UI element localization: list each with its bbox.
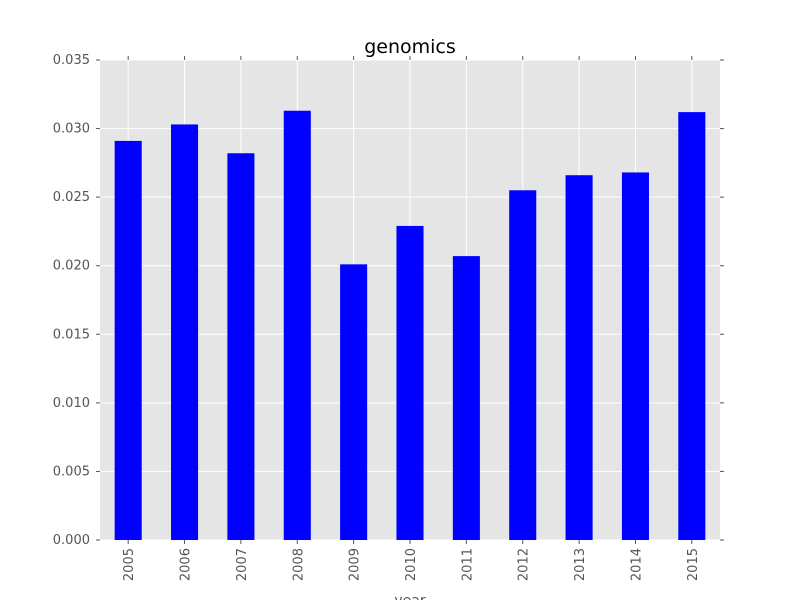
bar-2009 bbox=[340, 264, 368, 540]
y-tick-label: 0.005 bbox=[53, 464, 90, 479]
bar-2011 bbox=[452, 256, 480, 540]
x-tick-label: 2010 bbox=[404, 548, 419, 581]
y-tick-label: 0.000 bbox=[53, 533, 90, 548]
bar-2013 bbox=[565, 175, 593, 540]
x-tick-label: 2014 bbox=[629, 548, 644, 581]
x-tick-label: 2009 bbox=[348, 548, 363, 581]
x-tick-label: 2011 bbox=[460, 548, 475, 581]
y-tick-label: 0.035 bbox=[53, 53, 90, 68]
x-tick-label: 2015 bbox=[686, 548, 701, 581]
x-tick-label: 2007 bbox=[235, 548, 250, 581]
bar-2012 bbox=[509, 190, 537, 541]
bar-2014 bbox=[621, 172, 649, 540]
bar-2010 bbox=[396, 225, 424, 540]
bar-2005 bbox=[114, 140, 142, 540]
x-tick-label: 2012 bbox=[517, 548, 532, 581]
y-tick-label: 0.025 bbox=[53, 190, 90, 205]
x-tick-label: 2005 bbox=[122, 548, 137, 581]
x-tick-label: 2013 bbox=[573, 548, 588, 581]
bars bbox=[114, 110, 706, 541]
bar-2015 bbox=[678, 112, 706, 540]
x-axis-label: year bbox=[394, 593, 425, 600]
y-tick-label: 0.015 bbox=[53, 327, 90, 342]
axis-tick-labels: 0.000 0.005 0.010 0.015 0.020 0.025 0.030 0.035… bbox=[53, 53, 701, 581]
y-tick-label: 0.030 bbox=[53, 122, 90, 137]
x-tick-label: 2008 bbox=[291, 548, 306, 581]
x-tick-label: 2006 bbox=[179, 548, 194, 581]
y-tick-label: 0.010 bbox=[53, 396, 90, 411]
bar-2006 bbox=[171, 124, 199, 540]
chart-title: genomics bbox=[364, 36, 456, 58]
bar-2007 bbox=[227, 153, 255, 540]
axis-ticks bbox=[96, 56, 724, 544]
bar-2008 bbox=[283, 110, 311, 540]
y-tick-label: 0.020 bbox=[53, 259, 90, 274]
